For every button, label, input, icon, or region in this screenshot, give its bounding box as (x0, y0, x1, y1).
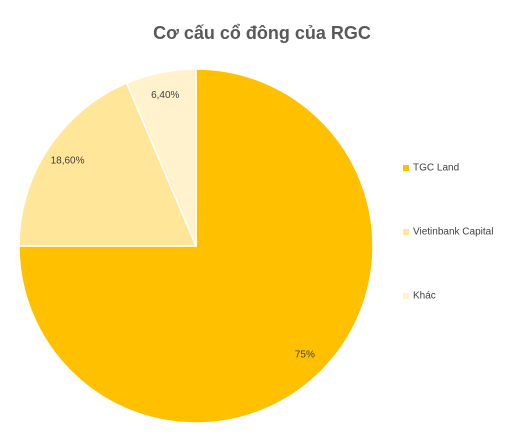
legend-label: Khác (413, 291, 436, 302)
legend-marker (403, 293, 409, 299)
legend-marker (403, 229, 409, 235)
legend-label: Vietinbank Capital (413, 227, 493, 238)
legend-marker (403, 165, 409, 171)
data-label: 18,60% (51, 156, 85, 167)
pie-slice (18, 68, 374, 424)
data-label: 75% (295, 350, 315, 361)
data-label: 6,40% (151, 90, 179, 101)
pie-slice (125, 68, 197, 247)
legend-label: TGC Land (413, 163, 459, 174)
chart-title: Cơ cấu cổ đông của RGC (153, 23, 371, 43)
pie-slice (18, 82, 198, 247)
